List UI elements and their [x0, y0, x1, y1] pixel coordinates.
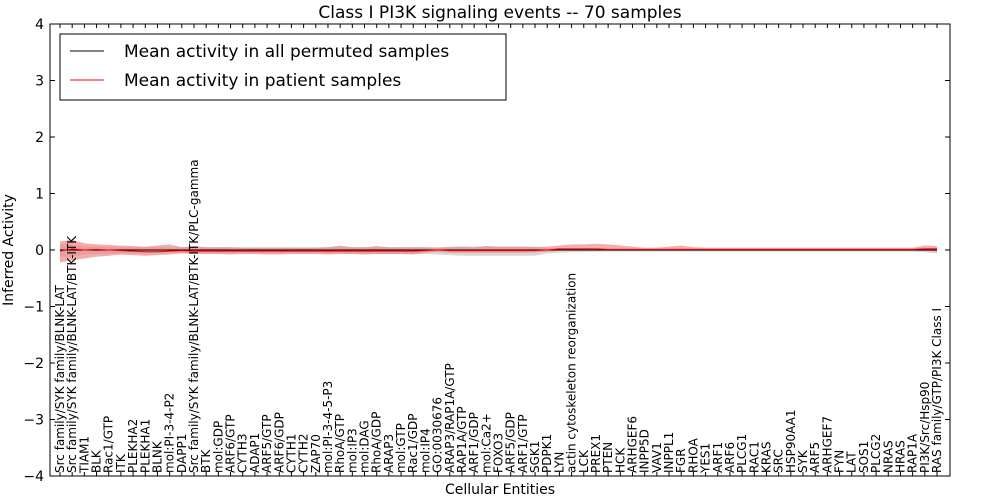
x-tick-label: VAV1	[650, 442, 664, 473]
y-tick-label: 4	[35, 17, 44, 33]
x-tick-label: TIAM1	[77, 436, 91, 474]
x-tick-label: FGR	[674, 448, 688, 473]
x-tick-label: HSP90AA1	[784, 409, 798, 473]
x-tick-label: PI3K/Src/Hsp90	[918, 382, 932, 473]
line-patient	[59, 248, 937, 253]
x-tick-label: ARF6	[723, 442, 737, 473]
x-tick-label: ARF1/GTP	[516, 414, 530, 473]
x-tick-label: ARF5/GTP	[260, 414, 274, 473]
series-lines	[59, 248, 937, 253]
x-tick-label: mol:GTP	[394, 423, 408, 473]
x-tick-label: Src family/SYK family/BLNK-LAT	[53, 284, 67, 473]
x-tick-label: actin cytoskeleton reorganization	[565, 273, 579, 473]
x-tick-label: RhoA/GTP	[333, 414, 347, 473]
x-tick-label: ARF5/GDP	[504, 412, 518, 473]
x-tick-label: LYN	[552, 452, 566, 473]
x-tick-label: RhoA/GDP	[370, 412, 384, 473]
x-tick-label: ARF6/GDP	[272, 412, 286, 473]
x-tick-label: SGK1	[528, 441, 542, 473]
legend-box	[59, 33, 507, 101]
x-tick-label: PLEKHA2	[126, 419, 140, 473]
x-tick-label: Rac1/GTP	[102, 416, 116, 473]
x-tick-label: RAS family/GTP/PI3K Class I	[930, 308, 944, 473]
x-tick-label: mol:PI-3-4-5-P3	[321, 381, 335, 473]
y-tick-label: 0	[35, 243, 44, 259]
y-axis: −4 −3 −2 −1 0 1 2 3 4	[23, 17, 950, 485]
x-tick-label: mol:GDP	[211, 421, 225, 473]
legend: Mean activity in all permuted samples Me…	[59, 33, 507, 101]
x-tick-label: ARHGEF7	[820, 416, 834, 473]
x-tick-label: ADAP1	[248, 433, 262, 473]
x-tick-label: SYK	[796, 449, 810, 473]
x-tick-label: ARF5	[808, 442, 822, 473]
x-tick-label: LAT	[845, 451, 859, 473]
x-tick-label: HRAS	[893, 440, 907, 473]
x-tick-label: ARF6/GTP	[224, 414, 238, 473]
x-tick-label: HCK	[613, 447, 627, 473]
x-tick-label: CYTH3	[236, 434, 250, 474]
x-tick-label: ARF1/GDP	[467, 412, 481, 473]
y-tick-label: 2	[35, 130, 44, 146]
x-tick-label: PREX1	[589, 434, 603, 473]
y-tick-label: −1	[23, 300, 44, 316]
x-tick-label: CYTH1	[284, 434, 298, 474]
x-tick-label: PLCG2	[869, 434, 883, 473]
x-tick-label: PDPK1	[540, 434, 554, 473]
x-tick-label: NRAS	[881, 440, 895, 473]
legend-label-patient: Mean activity in patient samples	[124, 71, 401, 91]
x-tick-label: GO:0030676	[431, 397, 445, 473]
y-tick-label: −2	[23, 356, 44, 372]
x-tick-label: INPPL1	[662, 432, 676, 473]
y-tick-label: −4	[23, 469, 44, 485]
x-tick-label: INPP5D	[638, 429, 652, 473]
x-axis-label: Cellular Entities	[445, 482, 555, 498]
legend-label-permuted: Mean activity in all permuted samples	[124, 42, 449, 62]
x-tick-label: ARF1	[711, 442, 725, 473]
x-tick-label: mol:IP3	[345, 428, 359, 473]
x-tick-label: BLNK	[150, 440, 164, 473]
x-tick-label: RAP1A/GTP	[455, 406, 469, 473]
x-tick-label: RAP1A	[906, 433, 920, 473]
x-tick-label: mol:DAG	[358, 420, 372, 473]
x-tick-label: mol:PI-3-4-P2	[163, 393, 177, 473]
y-axis-label: Inferred Activity	[1, 194, 17, 306]
x-tick-label: ARHGEF6	[625, 416, 639, 473]
x-tick-label: BTK	[199, 448, 213, 473]
y-tick-label: −3	[23, 413, 44, 429]
x-tick-label: mol:IP4	[418, 428, 432, 473]
x-tick-label: Src family/SYK family/BLNK-LAT/BTK-ITK	[65, 235, 79, 473]
x-tick-label: ITK	[114, 453, 128, 473]
x-tick-label: ARAP3	[382, 434, 396, 473]
x-tick-label: KRAS	[759, 441, 773, 473]
x-tick-label: SOS1	[857, 441, 871, 473]
x-tick-label: PLEKHA1	[138, 419, 152, 473]
x-tick-label: mol:Ca2+	[479, 413, 493, 473]
x-tick-label: ARAP3/RAP1A/GTP	[443, 363, 457, 473]
x-tick-label: Rac1/GDP	[406, 414, 420, 473]
x-tick-label: RHOA	[686, 437, 700, 473]
x-tick-label: BLK	[90, 449, 104, 473]
x-tick-label: DAPP1	[175, 434, 189, 473]
x-tick-label: FOXO3	[492, 433, 506, 473]
x-tick-label: CYTH2	[297, 434, 311, 474]
chart-title: Class I PI3K signaling events -- 70 samp…	[318, 3, 681, 23]
x-tick-label: RAC1	[747, 441, 761, 473]
x-tick-label: SRC	[772, 449, 786, 473]
x-tick-label: YES1	[699, 443, 713, 474]
y-tick-label: 3	[35, 74, 44, 90]
x-tick-label: ZAP70	[309, 434, 323, 473]
x-tick-label: LCK	[577, 449, 591, 473]
y-tick-label: 1	[35, 187, 44, 203]
x-tick-label: PLCG1	[735, 434, 749, 473]
x-tick-label: PTEN	[601, 442, 615, 473]
x-tick-label: Src family/SYK family/BLNK-LAT/BTK-ITK/P…	[187, 159, 201, 473]
x-tick-label: FYN	[833, 450, 847, 473]
